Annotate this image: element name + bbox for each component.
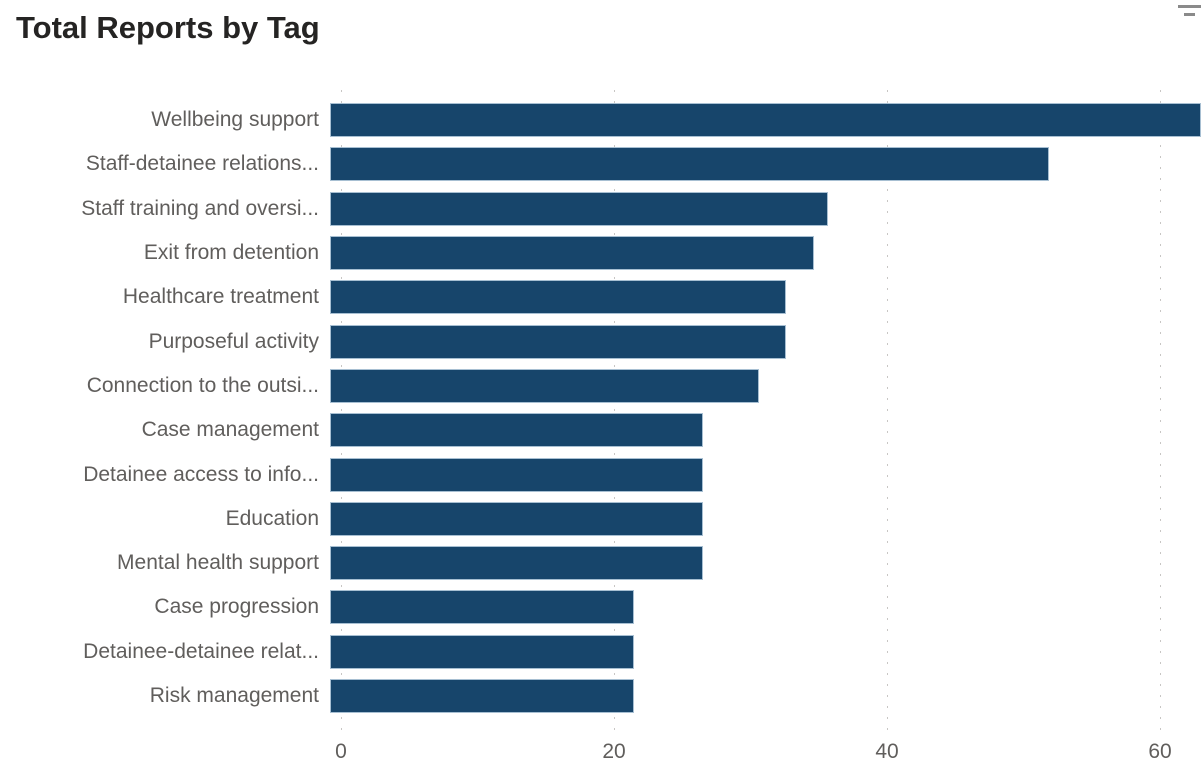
chart-title: Total Reports by Tag <box>16 10 320 45</box>
category-label: Wellbeing support <box>151 108 319 132</box>
category-label: Detainee access to info... <box>83 462 319 486</box>
x-tick-label: 60 <box>1148 740 1172 763</box>
bar[interactable] <box>330 324 787 359</box>
bar-row: Connection to the outsi... <box>0 364 1201 408</box>
bar[interactable] <box>330 634 635 669</box>
category-label: Risk management <box>149 684 319 707</box>
x-tick-label: 40 <box>875 740 899 763</box>
bar-row: Purposeful activity <box>0 319 1201 363</box>
x-tick-label: 20 <box>602 740 626 763</box>
bar-track <box>330 679 1201 713</box>
icon-line-long <box>1178 5 1201 8</box>
bar[interactable] <box>330 280 787 315</box>
bar-track <box>330 191 1201 226</box>
bar-track <box>330 280 1201 315</box>
gridline <box>1159 90 1161 733</box>
gridline <box>613 90 615 733</box>
plot-gridlines <box>340 90 1201 733</box>
category-label: Staff training and oversi... <box>81 196 319 220</box>
bar-row: Case progression <box>0 585 1201 629</box>
bar-chart-plot: Wellbeing support Staff-detainee relatio… <box>0 98 1201 718</box>
bar-track <box>330 457 1201 492</box>
bar-row: Staff training and oversi... <box>0 187 1201 231</box>
category-label: Education <box>225 506 319 530</box>
bar-row: Staff-detainee relations... <box>0 142 1201 186</box>
bar[interactable] <box>330 679 635 713</box>
bar-track <box>330 634 1201 669</box>
gridline <box>340 90 342 733</box>
bar-track <box>330 147 1201 182</box>
category-label: Case progression <box>154 595 319 619</box>
bar-row: Detainee-detainee relat... <box>0 630 1201 674</box>
bar-track <box>330 413 1201 448</box>
category-label: Case management <box>141 418 319 442</box>
bar[interactable] <box>330 546 704 581</box>
category-label: Exit from detention <box>143 241 319 265</box>
bar-row: Exit from detention <box>0 231 1201 275</box>
bar-row: Case management <box>0 408 1201 452</box>
category-label: Purposeful activity <box>148 329 319 353</box>
bar-row: Wellbeing support <box>0 98 1201 142</box>
x-axis: 0 20 40 60 <box>335 740 1201 772</box>
bar[interactable] <box>330 590 635 625</box>
bar-track <box>330 590 1201 625</box>
icon-line-short <box>1184 13 1195 16</box>
x-tick-label: 0 <box>335 740 347 763</box>
bar[interactable] <box>330 236 814 271</box>
bar[interactable] <box>330 457 704 492</box>
category-label: Detainee-detainee relat... <box>83 639 319 663</box>
bar[interactable] <box>330 368 759 403</box>
category-label: Connection to the outsi... <box>86 373 319 397</box>
bar-row: Healthcare treatment <box>0 275 1201 319</box>
bar[interactable] <box>330 501 704 536</box>
bar[interactable] <box>330 413 704 448</box>
bar-row: Risk management <box>0 674 1201 718</box>
gridline <box>886 90 888 733</box>
category-label: Staff-detainee relations... <box>85 152 319 176</box>
bar-track <box>330 546 1201 581</box>
options-lines-icon[interactable] <box>1177 5 1201 19</box>
bar-track <box>330 324 1201 359</box>
bar-row: Education <box>0 497 1201 541</box>
category-label: Mental health support <box>117 551 319 575</box>
bar-track <box>330 368 1201 403</box>
bar[interactable] <box>330 147 1049 182</box>
bar[interactable] <box>330 191 828 226</box>
bar-row: Detainee access to info... <box>0 452 1201 496</box>
bar-track <box>330 236 1201 271</box>
bar[interactable] <box>330 103 1201 138</box>
category-label: Healthcare treatment <box>122 285 319 309</box>
bar-track <box>330 501 1201 536</box>
bar-row: Mental health support <box>0 541 1201 585</box>
bar-track <box>330 103 1201 138</box>
